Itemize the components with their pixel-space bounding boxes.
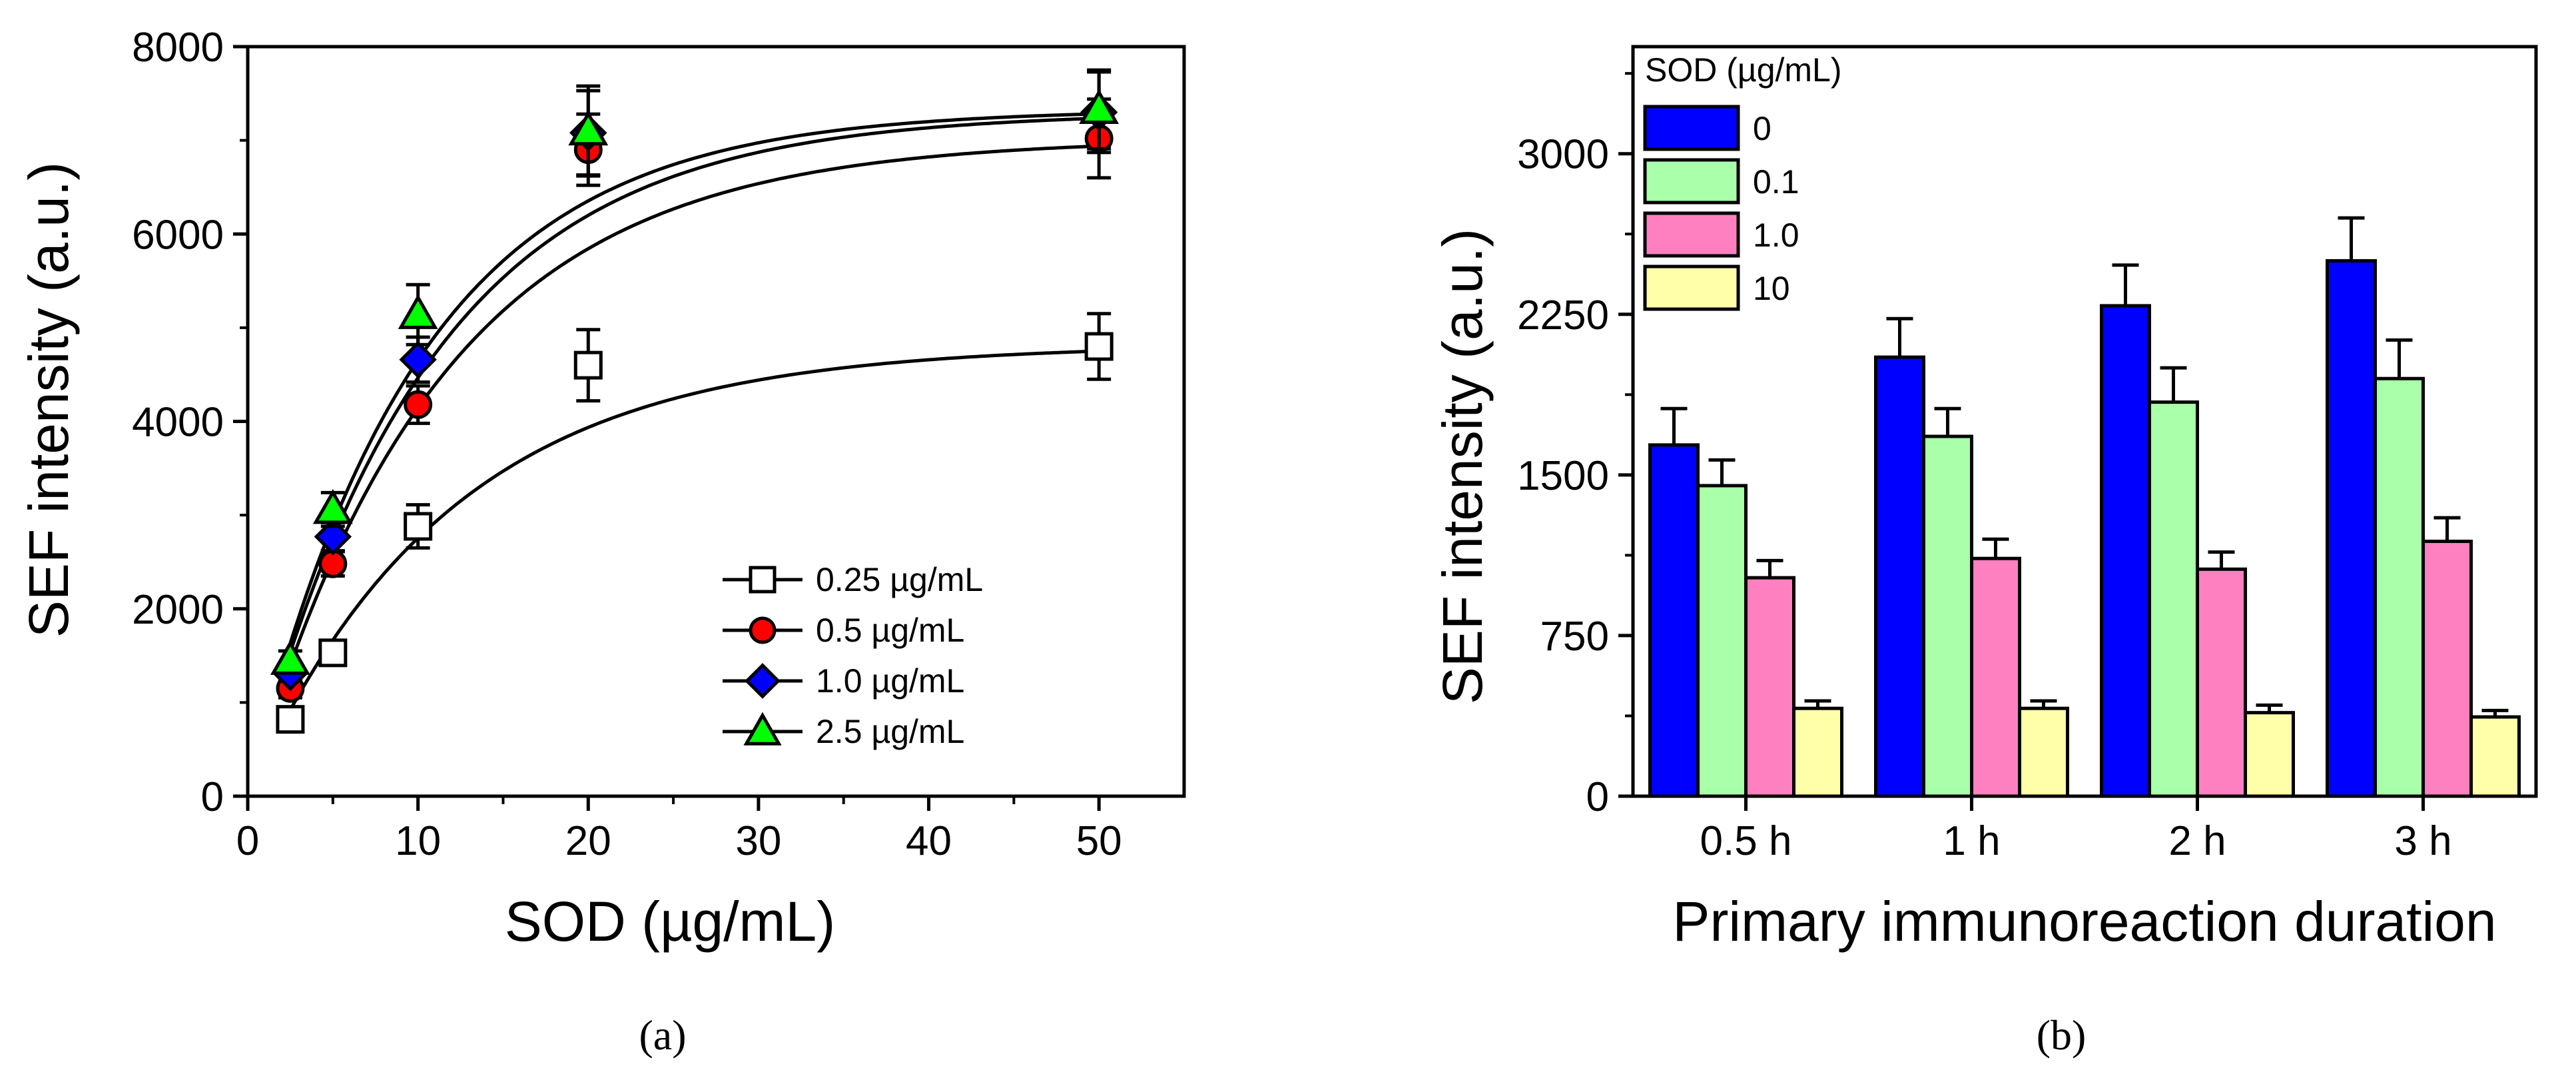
chart-b-caption: (b) <box>2037 1011 2087 1059</box>
bar-series-0_1-3 <box>2374 376 2425 798</box>
data-point <box>399 340 437 378</box>
x-tick-label: 40 <box>906 818 952 864</box>
y-tick-label: 2000 <box>132 587 224 633</box>
x-tick-label: 10 <box>395 818 441 864</box>
bar-series-1_0-3 <box>2421 540 2473 798</box>
chart-a-caption: (a) <box>639 1011 686 1059</box>
series-0-points <box>276 312 1114 734</box>
legend-label: 10 <box>1753 270 1790 307</box>
chart-a-plot-area <box>246 45 1186 798</box>
chart-a-x-axis: 0 10 20 30 40 50 <box>236 796 1122 864</box>
data-point <box>404 512 433 541</box>
series-2-points <box>271 70 1118 692</box>
legend-label: 1.0 µg/mL <box>816 662 964 700</box>
chart-a-sod-curves: 0 10 20 30 40 50 0 2000 4000 6000 8000 SOD (µg/mL… <box>17 25 1186 1059</box>
x-tick-label: 1 h <box>1943 818 2000 864</box>
chart-b-bar-chart: 0.5 h 1 h 2 h 3 h 0 750 1500 2250 3000 Primary … <box>1431 45 2538 1059</box>
bar-series-1_0-0 <box>1744 576 1795 798</box>
legend-label: 2.5 µg/mL <box>816 713 964 750</box>
x-tick-label: 2 h <box>2168 818 2226 864</box>
legend-marker <box>745 663 781 699</box>
bar-series-10-1 <box>2018 706 2069 798</box>
data-point <box>318 638 348 668</box>
y-tick-label: 4000 <box>132 400 224 446</box>
chart-b-x-axis-label: Primary immunoreaction duration <box>1672 890 2496 953</box>
legend-label: 0.5 µg/mL <box>816 612 964 649</box>
chart-b-y-axis: 0 750 1500 2250 3000 <box>1517 72 1633 820</box>
legend-title: SOD (µg/mL) <box>1645 51 1842 89</box>
bar-series-0-0 <box>1648 443 1700 798</box>
y-tick-label: 750 <box>1540 614 1609 660</box>
bar-series-10-0 <box>1792 706 1843 798</box>
bar-series-1_0-1 <box>1970 556 2021 798</box>
bar-series-10-2 <box>2244 711 2295 798</box>
fit-curve-series-1 <box>280 144 1100 690</box>
legend-swatch <box>1643 105 1740 151</box>
chart-a-y-axis-label: SEF intensity (a.u.) <box>17 162 80 638</box>
chart-b-y-axis-label: SEF intensity (a.u.) <box>1431 229 1494 704</box>
data-point <box>568 110 609 146</box>
data-point <box>314 518 352 556</box>
y-tick-label: 0 <box>201 774 224 820</box>
data-point <box>1084 332 1114 361</box>
legend-label: 0.1 <box>1753 163 1799 201</box>
data-point <box>398 294 438 329</box>
x-tick-label: 20 <box>565 818 611 864</box>
legend-swatch <box>1643 158 1740 205</box>
data-point <box>573 350 603 380</box>
x-tick-label: 0 <box>236 818 259 864</box>
legend-marker <box>743 712 782 746</box>
chart-a-legend: 0.25 µg/mL 0.5 µg/mL 1.0 µg/mL 2.5 µg/mL <box>723 561 983 750</box>
chart-a-y-axis: 0 2000 4000 6000 8000 <box>132 25 248 820</box>
legend-swatch <box>1643 265 1740 311</box>
x-tick-label: 30 <box>735 818 781 864</box>
y-tick-label: 2250 <box>1517 292 1609 338</box>
data-point <box>1079 89 1120 124</box>
chart-b-plot-area <box>1631 45 2538 798</box>
legend-label: 0 <box>1753 110 1771 147</box>
x-tick-label: 0.5 h <box>1700 818 1792 864</box>
x-tick-label: 3 h <box>2394 818 2451 864</box>
bar-series-0_1-1 <box>1922 434 1973 798</box>
chart-b-legend: SOD (µg/mL) 0 0.1 1.0 10 <box>1643 51 1842 311</box>
bar-series-0-2 <box>2100 304 2151 798</box>
y-tick-label: 8000 <box>132 25 224 71</box>
bar-series-1_0-2 <box>2196 567 2247 798</box>
y-tick-label: 6000 <box>132 212 224 258</box>
data-point <box>404 390 433 419</box>
data-point <box>276 705 305 734</box>
bar-series-10-3 <box>2469 715 2521 798</box>
bar-series-0_1-2 <box>2148 400 2199 798</box>
data-point <box>270 640 310 675</box>
chart-a-frame <box>246 45 1186 798</box>
bar-series-0-3 <box>2326 259 2377 798</box>
legend-marker <box>749 566 777 594</box>
bar-series-0-1 <box>1874 355 1925 798</box>
chart-b-frame <box>1631 45 2538 798</box>
legend-swatch <box>1643 211 1740 258</box>
chart-b-x-axis: 0.5 h 1 h 2 h 3 h <box>1700 796 2452 864</box>
legend-marker <box>749 616 777 644</box>
y-tick-label: 0 <box>1586 774 1609 820</box>
y-tick-label: 3000 <box>1517 132 1609 178</box>
series-3-points <box>270 68 1120 675</box>
legend-label: 1.0 <box>1753 217 1799 254</box>
chart-a-x-axis-label: SOD (µg/mL) <box>505 890 835 953</box>
y-tick-label: 1500 <box>1517 453 1609 499</box>
legend-label: 0.25 µg/mL <box>816 561 983 598</box>
x-tick-label: 50 <box>1076 818 1122 864</box>
bar-series-0_1-0 <box>1696 484 1748 798</box>
data-point <box>312 488 353 524</box>
